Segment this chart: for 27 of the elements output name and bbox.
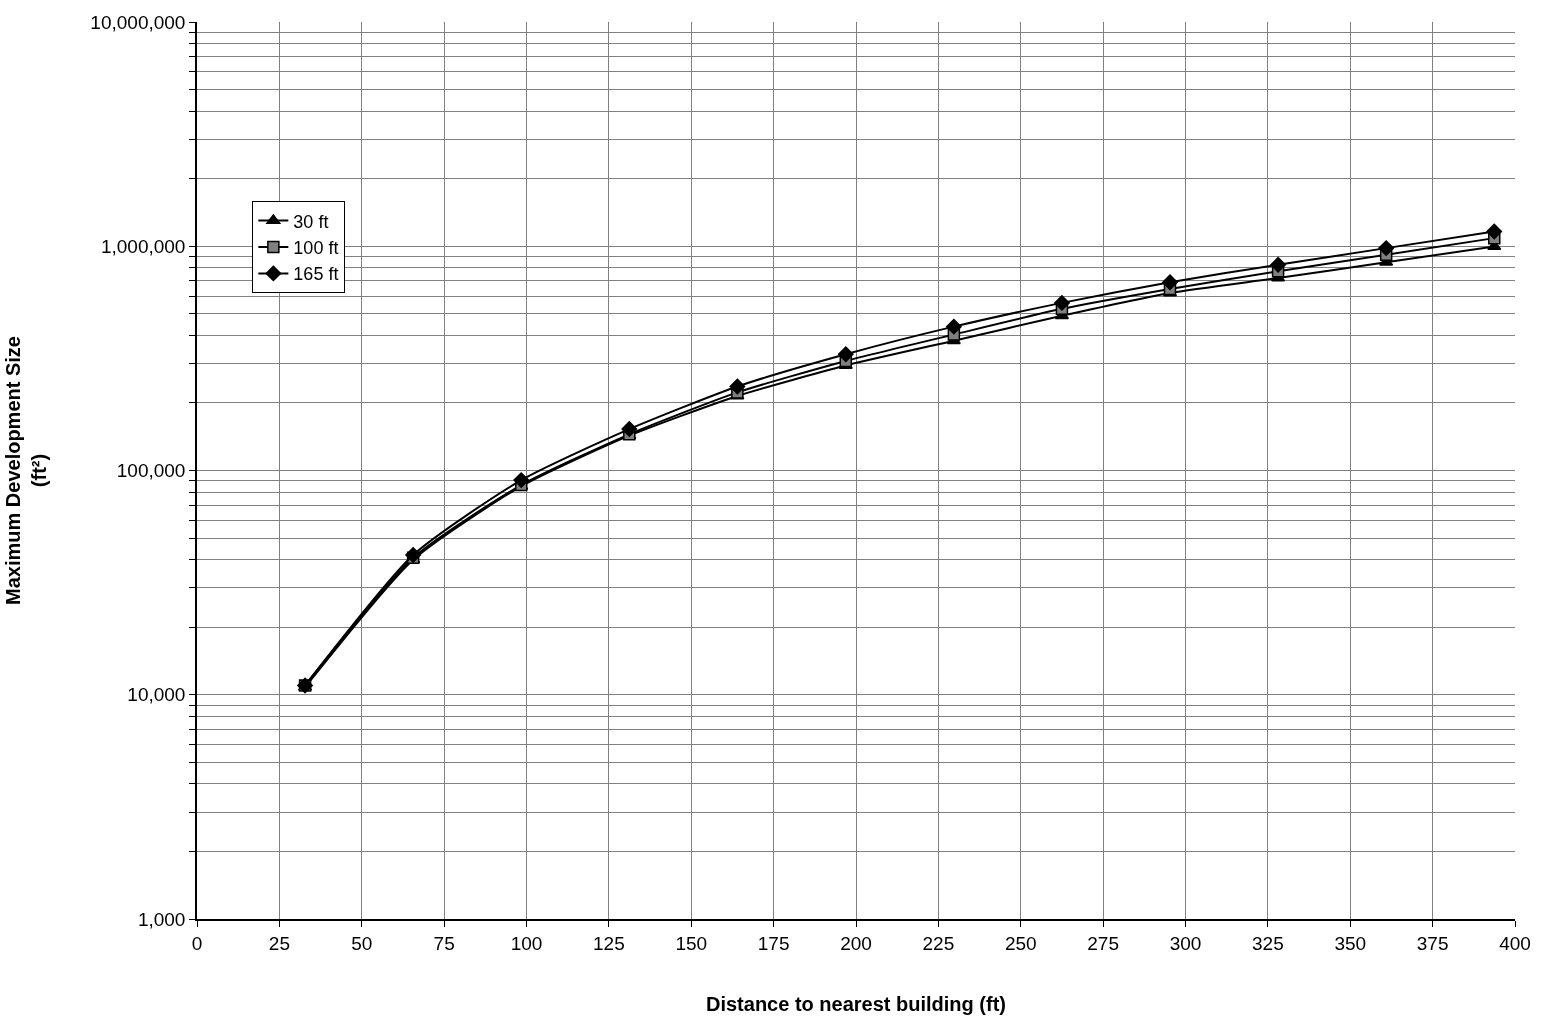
x-tick-label: 25 (268, 932, 290, 954)
y-axis-title: Maximum Development Size (ft²) (2, 336, 51, 605)
y-tick-label: 10,000 (127, 684, 186, 706)
x-tick-label: 350 (1334, 932, 1367, 954)
x-tick-label: 225 (922, 932, 955, 954)
legend-label: 30 ft (293, 211, 329, 232)
x-tick-label: 200 (840, 932, 872, 954)
x-tick-label: 400 (1499, 932, 1531, 954)
y-tick-label: 1,000 (137, 908, 186, 930)
y-tick-label: 1,000,000 (100, 235, 186, 257)
x-tick-label: 275 (1087, 932, 1119, 954)
legend-label: 100 ft (293, 238, 339, 259)
legend-label: 165 ft (293, 264, 339, 285)
x-tick-label: 50 (351, 932, 373, 954)
x-tick-label: 325 (1252, 932, 1284, 954)
x-tick-label: 300 (1169, 932, 1202, 954)
x-tick-label: 100 (510, 932, 543, 954)
x-axis-title: Distance to nearest building (ft) (705, 992, 1007, 1015)
x-tick-label: 150 (675, 932, 708, 954)
x-tick-label: 125 (593, 932, 625, 954)
x-tick-label: 75 (433, 932, 455, 954)
x-tick-label: 0 (191, 932, 203, 954)
y-tick-label: 10,000,000 (90, 11, 186, 33)
x-tick-label: 250 (1004, 932, 1037, 954)
y-tick-label: 100,000 (116, 460, 186, 482)
x-tick-label: 375 (1416, 932, 1449, 954)
x-tick-label: 175 (757, 932, 790, 954)
